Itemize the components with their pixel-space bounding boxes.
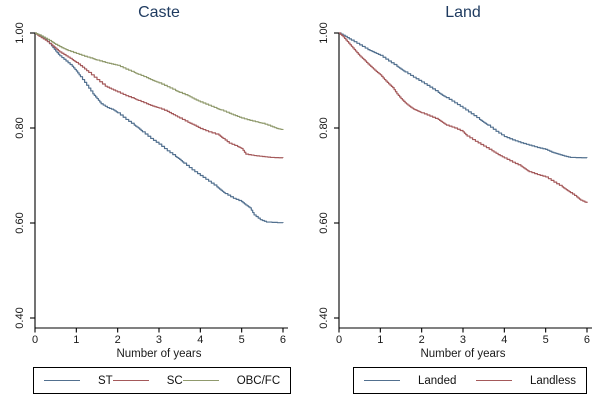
- land-legend: Landed Landless: [353, 367, 587, 394]
- y-tick-label: 1.00: [318, 22, 330, 43]
- y-tick-label: 0.80: [318, 117, 330, 138]
- caste-chart-title: Caste: [138, 4, 180, 21]
- legend-entry-landless: Landless: [475, 374, 576, 387]
- legend-entry-sc: SC: [112, 374, 183, 387]
- caste-chart: Caste 1.00 0.80 0.60 0.40 0 1 2 3 4 5 6 Number of y…: [14, 4, 291, 394]
- legend-label-landed: Landed: [418, 374, 457, 387]
- land-plot: 1.00 0.80 0.60 0.40 0 1 2 3 4 5 6 Number of years: [318, 22, 592, 360]
- x-tick-label: 2: [419, 334, 425, 346]
- st-legend-line: [44, 380, 80, 381]
- y-tick-label: 0.60: [318, 212, 330, 233]
- x-tick-label: 4: [501, 334, 507, 346]
- y-tick-label: 0.60: [14, 212, 26, 233]
- obc-fc-survival-curve: [35, 32, 284, 131]
- landless-survival-curve: [339, 32, 588, 204]
- y-tick-label: 0.40: [318, 307, 330, 328]
- x-tick-label: 0: [32, 334, 38, 346]
- y-tick-label: 1.00: [14, 22, 26, 43]
- legend-label-st: ST: [98, 374, 113, 387]
- x-tick-label: 5: [239, 334, 245, 346]
- landless-legend-line: [475, 380, 512, 381]
- x-tick-label: 5: [543, 334, 549, 346]
- land-chart-title: Land: [445, 4, 481, 21]
- y-tick-label: 0.40: [14, 307, 26, 328]
- y-tick-label: 0.80: [14, 117, 26, 138]
- x-tick-label: 3: [156, 334, 162, 346]
- legend-label-landless: Landless: [529, 374, 576, 387]
- x-tick-label: 1: [73, 334, 79, 346]
- legend-entry-st: ST: [44, 375, 113, 387]
- sc-survival-curve: [35, 32, 284, 159]
- land-chart: Land 1.00 0.80 0.60 0.40 0 1 2 3 4 5 6 Number of ye…: [300, 0, 600, 400]
- legend-label-sc: SC: [166, 374, 183, 387]
- st-survival-curve: [35, 32, 284, 224]
- x-tick-label: 6: [280, 334, 286, 346]
- x-tick-label: 4: [197, 334, 203, 346]
- legend-entry-obc-fc: OBC/FC: [182, 374, 281, 387]
- caste-plot: 1.00 0.80 0.60 0.40 0 1 2 3 4 5 6 Number of years: [14, 22, 288, 360]
- legend-label-obc-fc: OBC/FC: [236, 374, 281, 387]
- x-tick-label: 3: [460, 334, 466, 346]
- x-tick-label: 2: [115, 334, 121, 346]
- landed-legend-line: [364, 380, 400, 381]
- x-tick-label: 1: [377, 334, 383, 346]
- obc-fc-legend-line: [182, 380, 219, 381]
- caste-legend: ST SC OBC/FC: [33, 367, 291, 394]
- sc-legend-line: [112, 380, 149, 381]
- x-axis-title: Number of years: [420, 348, 505, 360]
- legend-entry-landed: Landed: [364, 375, 456, 387]
- landed-survival-curve: [339, 32, 588, 159]
- x-tick-label: 6: [584, 334, 590, 346]
- x-tick-label: 0: [336, 334, 342, 346]
- x-axis-title: Number of years: [116, 348, 201, 360]
